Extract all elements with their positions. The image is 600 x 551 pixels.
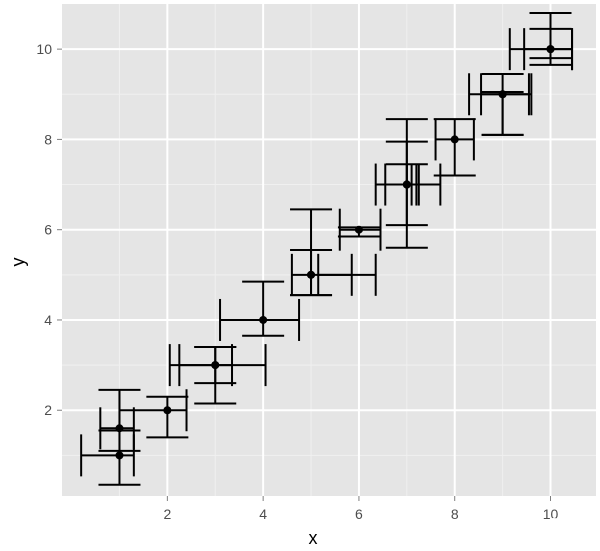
- errorbar-group-8: [290, 208, 377, 297]
- errorbar-group-17: [523, 27, 574, 71]
- x-tick-label: 10: [543, 506, 559, 522]
- y-tick-label: 2: [44, 402, 52, 418]
- x-axis-title: x: [309, 528, 318, 548]
- errorbar-group-5: [178, 344, 267, 387]
- errorbar-group-1: [80, 429, 141, 486]
- data-point: [307, 270, 316, 279]
- x-tick-label: 6: [355, 506, 363, 522]
- axis-tick-labels: 2 4 6 8 10 2 4 6 8 10: [36, 41, 558, 522]
- x-tick-label: 8: [451, 506, 459, 522]
- data-point: [354, 225, 363, 234]
- y-tick-label: 10: [36, 41, 52, 57]
- data-point: [402, 180, 411, 189]
- watermark-text: 知乎 @LLSVPs: [482, 515, 585, 533]
- x-tick-label: 4: [259, 506, 267, 522]
- errorbar-group-13: [433, 118, 476, 177]
- data-point: [115, 451, 124, 460]
- errorbar-group-3: [118, 389, 189, 439]
- data-point: [450, 135, 459, 144]
- errorbar-group-15: [480, 73, 530, 136]
- y-axis-title: y: [8, 258, 28, 267]
- data-point: [211, 361, 220, 370]
- data-point: [498, 90, 507, 99]
- errorbar-group-12: [385, 118, 442, 206]
- y-tick-label: 8: [44, 131, 52, 147]
- data-marks: [80, 12, 574, 486]
- data-point: [546, 45, 555, 54]
- y-tick-label: 6: [44, 222, 52, 238]
- data-point: [163, 406, 172, 415]
- y-tick-label: 4: [44, 312, 52, 328]
- x-tick-label: 2: [163, 506, 171, 522]
- axis-ticks: [57, 48, 552, 501]
- errorbar-group-9: [337, 208, 382, 251]
- errorbar-group-6: [219, 280, 301, 341]
- data-point: [259, 315, 268, 324]
